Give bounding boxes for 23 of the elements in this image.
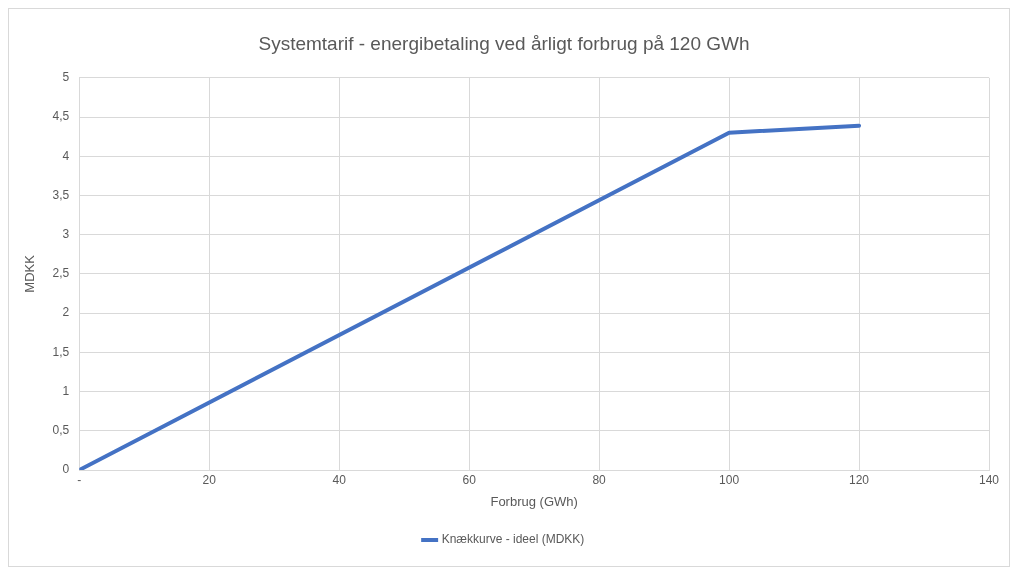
x-tick-label: 80 — [592, 472, 607, 487]
x-tick-label: 120 — [849, 472, 870, 487]
y-tick-label: 3,5 — [52, 187, 70, 202]
chart-title: Systemtarif - energibetaling ved årligt forbrug på 120 GWh — [258, 32, 750, 54]
y-tick-label: 1 — [62, 383, 70, 398]
y-tick-label: 5 — [62, 70, 70, 85]
y-tick-label: 1,5 — [52, 344, 70, 359]
legend-label: Knækkurve - ideel (MDKK) — [441, 532, 585, 547]
x-tick-label: - — [77, 472, 82, 487]
x-axis-title: Forbrug (GWh) — [490, 493, 578, 509]
x-tick-label: 140 — [978, 472, 1000, 487]
x-tick-label: 40 — [332, 472, 347, 487]
x-tick-label: 20 — [202, 472, 217, 487]
y-axis-title: MDKK — [22, 254, 38, 293]
y-tick-label: 2,5 — [52, 266, 70, 281]
x-tick-label: 60 — [462, 472, 477, 487]
y-tick-label: 2 — [62, 305, 70, 320]
y-tick-label: 4,5 — [52, 109, 70, 124]
y-tick-label: 0,5 — [52, 423, 70, 438]
y-tick-label: 3 — [62, 226, 70, 241]
y-tick-label: 0 — [62, 462, 70, 477]
x-tick-label: 100 — [719, 472, 740, 487]
y-tick-label: 4 — [62, 148, 70, 163]
